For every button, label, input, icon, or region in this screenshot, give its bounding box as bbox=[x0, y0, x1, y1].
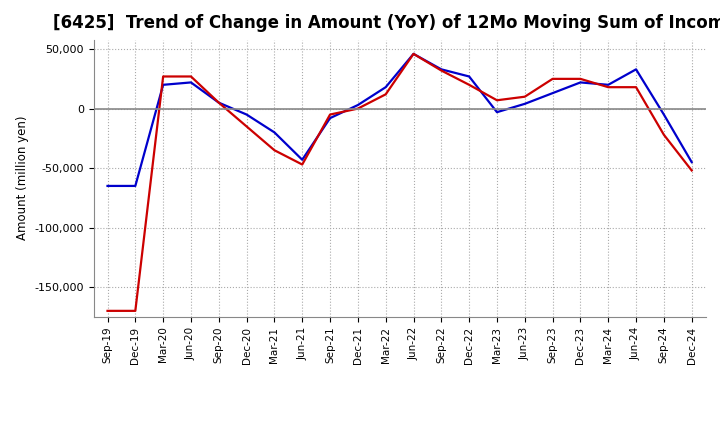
Ordinary Income bbox=[604, 82, 613, 88]
Ordinary Income bbox=[131, 183, 140, 189]
Net Income bbox=[465, 82, 474, 88]
Net Income bbox=[382, 92, 390, 97]
Net Income bbox=[521, 94, 529, 99]
Ordinary Income bbox=[382, 84, 390, 90]
Net Income bbox=[688, 168, 696, 173]
Ordinary Income bbox=[688, 159, 696, 165]
Ordinary Income bbox=[409, 51, 418, 56]
Net Income bbox=[409, 51, 418, 56]
Ordinary Income bbox=[215, 100, 223, 105]
Net Income bbox=[298, 162, 307, 167]
Ordinary Income bbox=[242, 112, 251, 117]
Ordinary Income bbox=[521, 101, 529, 106]
Ordinary Income bbox=[159, 82, 168, 88]
Ordinary Income bbox=[549, 91, 557, 96]
Ordinary Income bbox=[631, 67, 640, 72]
Net Income bbox=[631, 84, 640, 90]
Net Income bbox=[270, 147, 279, 153]
Net Income bbox=[215, 100, 223, 105]
Net Income bbox=[131, 308, 140, 313]
Net Income bbox=[660, 132, 668, 137]
Y-axis label: Amount (million yen): Amount (million yen) bbox=[16, 116, 29, 240]
Ordinary Income bbox=[298, 157, 307, 162]
Net Income bbox=[325, 112, 334, 117]
Ordinary Income bbox=[437, 67, 446, 72]
Net Income bbox=[492, 98, 501, 103]
Net Income bbox=[549, 76, 557, 81]
Net Income bbox=[103, 308, 112, 313]
Ordinary Income bbox=[103, 183, 112, 189]
Net Income bbox=[604, 84, 613, 90]
Line: Net Income: Net Income bbox=[107, 54, 692, 311]
Ordinary Income bbox=[492, 110, 501, 115]
Ordinary Income bbox=[576, 80, 585, 85]
Net Income bbox=[437, 68, 446, 73]
Ordinary Income bbox=[354, 103, 362, 108]
Net Income bbox=[159, 74, 168, 79]
Ordinary Income bbox=[325, 115, 334, 121]
Ordinary Income bbox=[465, 74, 474, 79]
Net Income bbox=[576, 76, 585, 81]
Net Income bbox=[354, 106, 362, 111]
Ordinary Income bbox=[186, 80, 195, 85]
Net Income bbox=[242, 124, 251, 129]
Net Income bbox=[186, 74, 195, 79]
Ordinary Income bbox=[660, 112, 668, 117]
Ordinary Income bbox=[270, 130, 279, 135]
Line: Ordinary Income: Ordinary Income bbox=[107, 54, 692, 186]
Title: [6425]  Trend of Change in Amount (YoY) of 12Mo Moving Sum of Incomes: [6425] Trend of Change in Amount (YoY) o… bbox=[53, 15, 720, 33]
